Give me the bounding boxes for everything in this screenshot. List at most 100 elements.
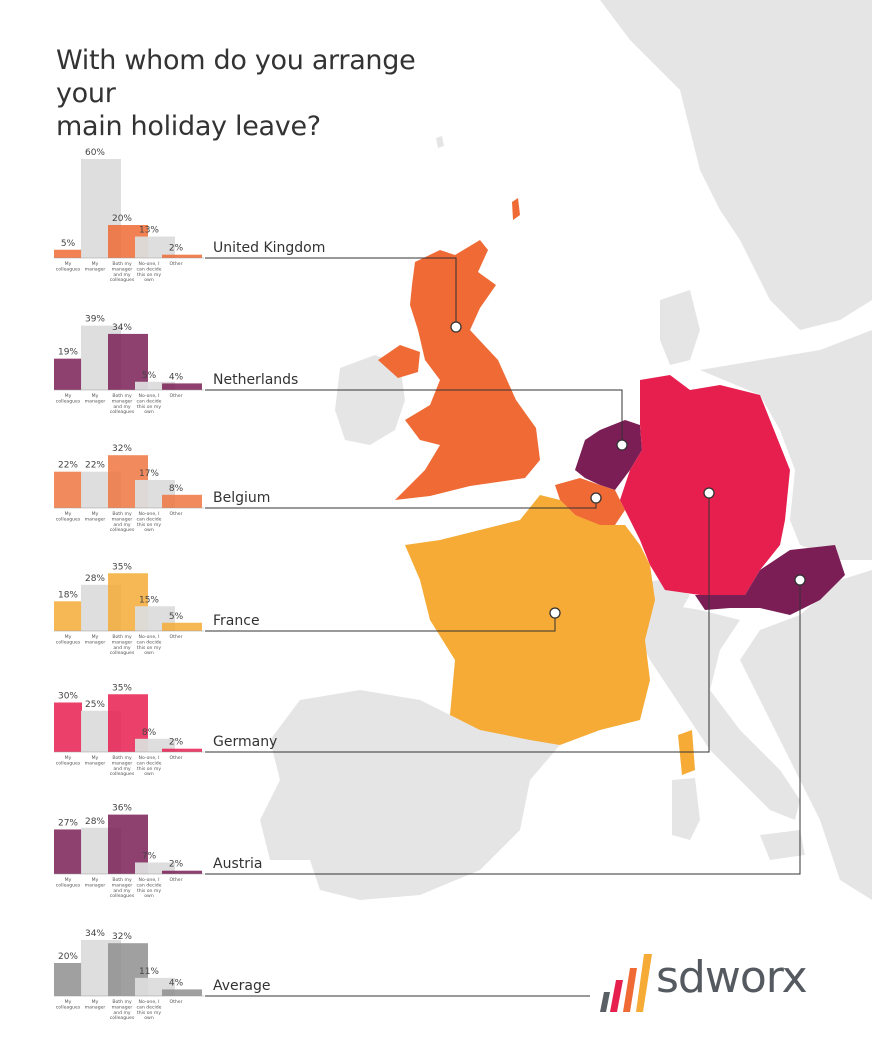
country-label: Austria	[213, 856, 262, 872]
category-label: My colleagues	[56, 261, 81, 272]
bar-value-label: 34%	[112, 323, 132, 333]
map-austria	[695, 545, 845, 615]
bar-value-label: 20%	[58, 952, 78, 962]
bar-value-label: 17%	[139, 469, 159, 479]
marker-germany	[703, 487, 715, 499]
bar-1	[54, 829, 82, 874]
category-label: My colleagues	[56, 755, 81, 766]
category-label: Both my manager and my colleagues	[110, 511, 135, 533]
bar-value-label: 35%	[112, 683, 132, 693]
chart-austria: 27% My colleagues 28% My manager 36% Both my man…	[54, 804, 262, 899]
bar-value-label: 28%	[85, 574, 105, 584]
bar-value-label: 4%	[169, 372, 184, 382]
map-scandinavia	[600, 0, 872, 330]
bar-value-label: 7%	[142, 851, 157, 861]
category-label: Both my manager and my colleagues	[110, 634, 135, 656]
bar-1	[54, 358, 82, 390]
chart-france: 18% My colleagues 28% My manager 35% Both my man…	[54, 562, 260, 656]
category-label: Other	[169, 999, 182, 1005]
bar-value-label: 4%	[169, 978, 184, 988]
map-faroe	[436, 136, 444, 148]
bar-1	[54, 702, 82, 752]
bar-5	[162, 254, 202, 258]
category-label: My colleagues	[56, 999, 81, 1010]
marker-netherlands	[616, 439, 628, 451]
bar-5	[162, 748, 202, 752]
category-label: My colleagues	[56, 877, 81, 888]
category-label: My manager	[85, 634, 106, 645]
bar-value-label: 32%	[112, 444, 132, 454]
bar-value-label: 36%	[112, 804, 132, 814]
chart-average: 20% My colleagues 34% My manager 32% Both my man…	[54, 929, 271, 1021]
bar-1	[54, 249, 82, 258]
title-line-1: With whom do you arrange your	[56, 45, 416, 109]
bar-value-label: 11%	[139, 967, 159, 977]
bar-value-label: 60%	[85, 148, 105, 158]
leader-france	[205, 613, 556, 632]
category-label: My manager	[85, 511, 106, 522]
bar-value-label: 39%	[85, 315, 105, 325]
marker-france	[549, 607, 561, 619]
bar-5	[162, 494, 202, 508]
bar-1	[54, 601, 82, 631]
bar-5	[162, 383, 202, 390]
map-france	[405, 495, 655, 745]
bar-1	[54, 471, 82, 508]
bar-value-label: 5%	[61, 239, 76, 249]
bar-5	[162, 989, 202, 996]
category-label: Other	[169, 634, 182, 640]
bar-value-label: 22%	[58, 461, 78, 471]
marker-uk	[450, 321, 462, 333]
category-label: Both my manager and my colleagues	[110, 999, 135, 1021]
bar-value-label: 34%	[85, 929, 105, 939]
bar-3	[108, 333, 148, 390]
country-label: Netherlands	[213, 372, 298, 388]
bar-value-label: 35%	[112, 562, 132, 572]
bar-value-label: 8%	[169, 484, 184, 494]
chart-belgium: 22% My colleagues 22% My manager 32% Both my man…	[54, 444, 270, 533]
map-shetland	[512, 198, 520, 220]
bar-value-label: 22%	[85, 461, 105, 471]
marker-belgium	[590, 492, 602, 504]
bar-value-label: 18%	[58, 590, 78, 600]
map-iberia	[260, 690, 560, 900]
chart-united-kingdom: 5% My colleagues 60% My manager 20% Both my mana…	[54, 148, 325, 283]
leader-uk	[205, 257, 457, 327]
category-label: Other	[169, 511, 182, 517]
bar-value-label: 5%	[169, 612, 184, 622]
map-germany	[620, 375, 790, 595]
category-label: Both my manager and my colleagues	[110, 393, 135, 415]
category-label: My manager	[85, 877, 106, 888]
map-belgium	[555, 478, 625, 525]
bar-value-label: 2%	[169, 738, 184, 748]
page-title: With whom do you arrange your main holid…	[56, 44, 476, 143]
bar-value-label: 20%	[112, 214, 132, 224]
category-label: My manager	[85, 999, 106, 1010]
bar-value-label: 8%	[142, 728, 157, 738]
bar-value-label: 25%	[85, 700, 105, 710]
map-sardinia	[672, 778, 700, 840]
bar-value-label: 32%	[112, 932, 132, 942]
country-label: France	[213, 613, 260, 629]
bar-value-label: 15%	[139, 595, 159, 605]
map-balkans	[740, 570, 872, 900]
category-label: My colleagues	[56, 634, 81, 645]
leader-germany	[205, 493, 710, 753]
map-netherlands	[575, 420, 642, 490]
category-label: Both my manager and my colleagues	[110, 877, 135, 899]
bar-value-label: 27%	[58, 818, 78, 828]
category-label: My manager	[85, 393, 106, 404]
bar-5	[162, 870, 202, 874]
bar-1	[54, 963, 82, 996]
title-line-2: main holiday leave?	[56, 111, 321, 142]
map-northern-ireland	[378, 345, 420, 378]
bar-value-label: 19%	[58, 348, 78, 358]
